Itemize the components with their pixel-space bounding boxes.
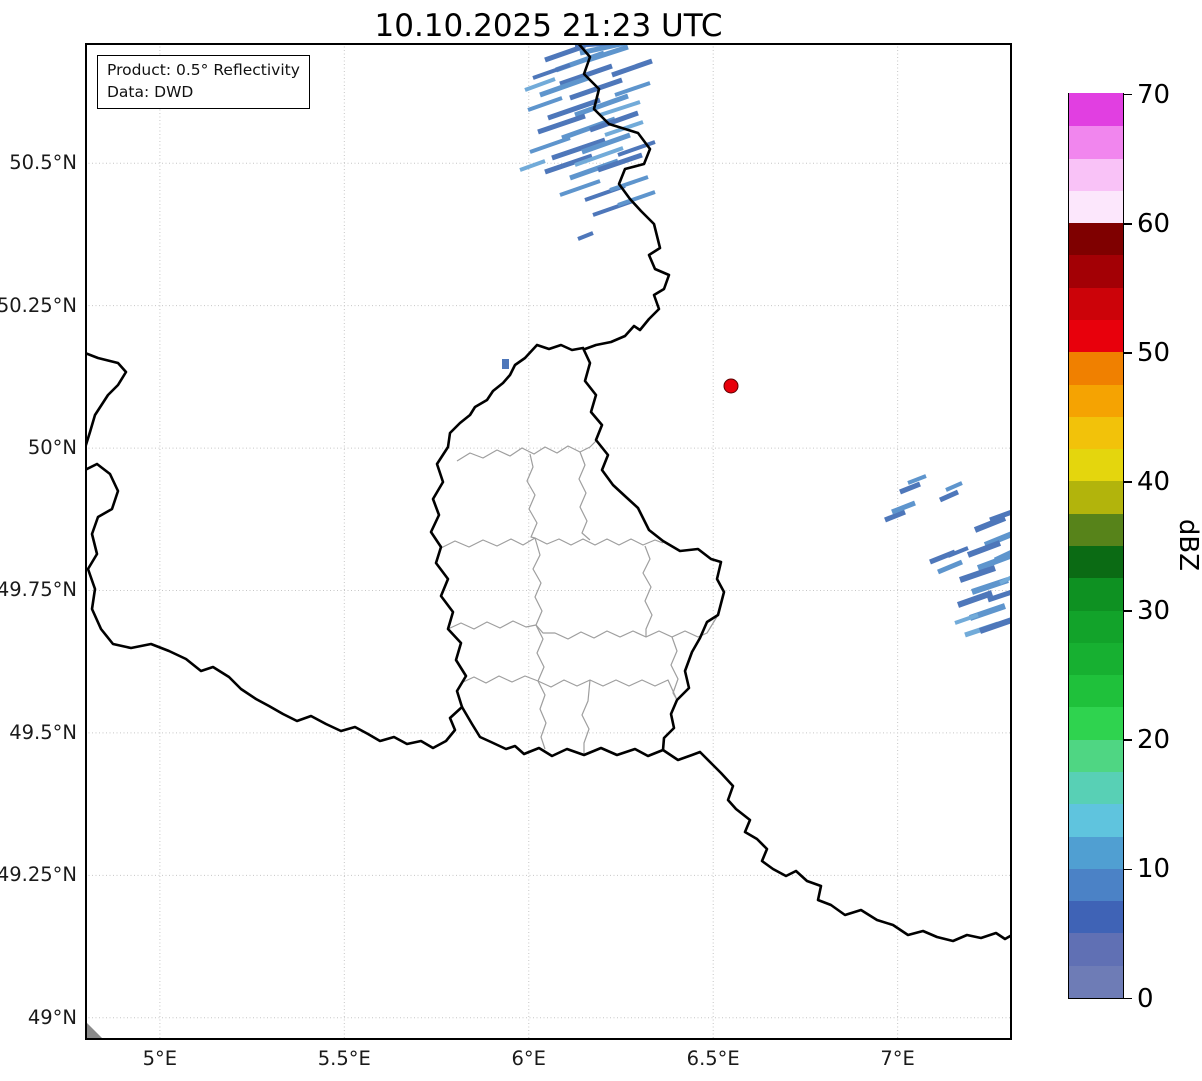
colorbar-tick xyxy=(1123,351,1132,354)
map-frame: Product: 0.5° Reflectivity Data: DWD xyxy=(85,43,1012,1040)
colorbar-segment xyxy=(1069,642,1123,676)
colorbar-segment xyxy=(1069,93,1123,127)
product-info-box: Product: 0.5° Reflectivity Data: DWD xyxy=(97,55,310,109)
colorbar-segment xyxy=(1069,513,1123,546)
y-tick-label: 49°N xyxy=(27,1005,77,1029)
colorbar-segment xyxy=(1069,545,1123,579)
colorbar-segment xyxy=(1069,868,1123,902)
colorbar-tick xyxy=(1123,481,1132,483)
colorbar-tick xyxy=(1123,997,1132,1000)
x-tick-label: 7°E xyxy=(880,1047,915,1070)
colorbar-tick-label: 30 xyxy=(1137,596,1171,627)
colorbar-segment xyxy=(1069,965,1123,998)
colorbar-segment xyxy=(1069,803,1123,837)
country-borders xyxy=(85,43,1012,943)
y-tick-label: 50.25°N xyxy=(0,293,77,317)
colorbar-tick-label: 60 xyxy=(1137,208,1171,239)
colorbar-segment xyxy=(1069,416,1123,450)
colorbar-segment xyxy=(1069,932,1123,966)
colorbar-segment xyxy=(1069,835,1123,869)
colorbar-tick-label: 10 xyxy=(1137,854,1171,885)
colorbar-segment xyxy=(1069,739,1123,772)
map-border xyxy=(85,43,1012,1040)
x-tick-label: 5°E xyxy=(142,1047,178,1070)
x-tick-label: 6°E xyxy=(511,1047,546,1070)
colorbar-tick xyxy=(1123,739,1132,742)
colorbar-segment xyxy=(1069,383,1123,417)
colorbar-segment xyxy=(1069,125,1123,159)
colorbar-segment xyxy=(1069,157,1123,191)
radar-map xyxy=(85,43,1012,1040)
colorbar-segment xyxy=(1069,287,1123,320)
y-tick-label: 49.75°N xyxy=(0,578,77,602)
colorbar-segment xyxy=(1069,577,1123,611)
colorbar-segment xyxy=(1069,480,1123,514)
y-tick-label: 49.5°N xyxy=(9,720,77,744)
colorbar-segment xyxy=(1069,674,1123,708)
colorbar-segment xyxy=(1069,222,1123,256)
colorbar-segment xyxy=(1069,319,1123,353)
colorbar-tick-label: 70 xyxy=(1137,79,1171,110)
colorbar-segment xyxy=(1069,351,1123,385)
x-tick-label: 6.5°E xyxy=(686,1047,740,1070)
y-tick-label: 50.5°N xyxy=(9,151,77,175)
x-tick-label: 5.5°E xyxy=(317,1047,371,1070)
colorbar-unit-label: dBZ xyxy=(1173,518,1202,572)
colorbar-tick xyxy=(1123,222,1132,225)
colorbar-tick-label: 0 xyxy=(1137,983,1154,1014)
colorbar-segment xyxy=(1069,448,1123,482)
radar-site-marker xyxy=(723,378,739,394)
colorbar-segment xyxy=(1069,609,1123,643)
colorbar-tick-label: 50 xyxy=(1137,337,1171,368)
data-source-label: Data: DWD xyxy=(107,83,194,101)
radar-echoes xyxy=(502,43,1012,638)
colorbar-tick xyxy=(1123,93,1132,96)
grid-lines xyxy=(85,43,1012,1040)
map-overlays xyxy=(85,378,739,1040)
colorbar-segment xyxy=(1069,706,1123,740)
page-title: 10.10.2025 21:23 UTC xyxy=(374,8,723,44)
y-tick-label: 49.25°N xyxy=(0,863,77,887)
colorbar-segment xyxy=(1069,771,1123,805)
colorbar-segment xyxy=(1069,254,1123,288)
colorbar xyxy=(1068,93,1124,999)
region-borders xyxy=(440,439,719,755)
colorbar-tick xyxy=(1123,868,1132,871)
colorbar-tick xyxy=(1123,610,1132,613)
colorbar-tick-label: 40 xyxy=(1137,467,1171,498)
colorbar-segment xyxy=(1069,190,1123,224)
y-tick-label: 50°N xyxy=(27,436,77,460)
product-label: Product: 0.5° Reflectivity xyxy=(107,61,300,79)
colorbar-tick-label: 20 xyxy=(1137,725,1171,756)
corner-shade-triangle xyxy=(85,1021,104,1040)
colorbar-segment xyxy=(1069,900,1123,934)
